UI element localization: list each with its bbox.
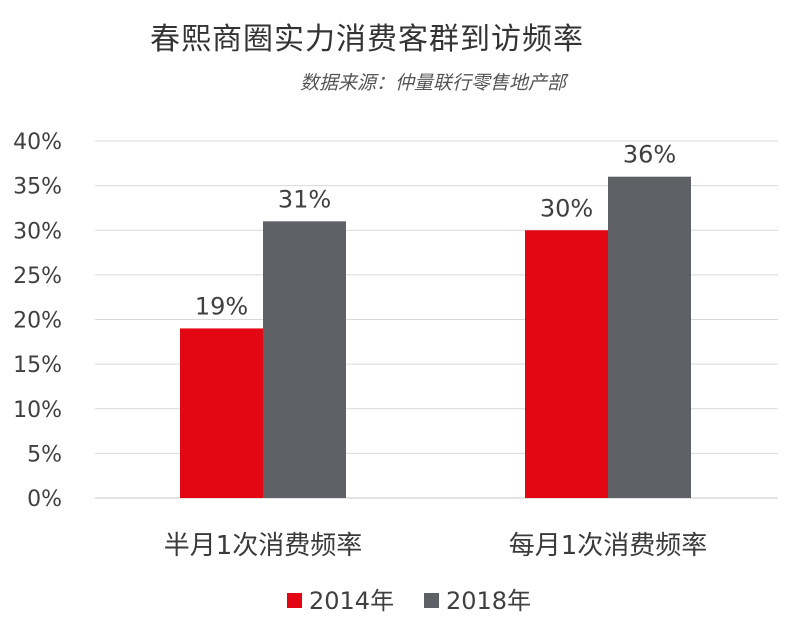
data-label: 30% (540, 194, 593, 222)
y-tick-label: 10% (13, 398, 62, 423)
legend-swatch (424, 593, 439, 608)
x-category-label: 半月1次消费频率 (164, 531, 363, 561)
legend-label: 2014年 (309, 587, 394, 615)
y-tick-label: 5% (27, 442, 62, 467)
bar (608, 176, 691, 498)
data-label: 19% (195, 292, 248, 320)
y-tick-label: 30% (13, 219, 62, 244)
legend-swatch (287, 593, 302, 608)
bar (263, 221, 346, 498)
y-tick-label: 15% (13, 353, 62, 378)
y-tick-label: 20% (13, 309, 62, 334)
bar (525, 230, 608, 498)
data-label: 36% (623, 141, 676, 169)
y-tick-label: 0% (27, 487, 62, 512)
data-label: 31% (278, 185, 331, 213)
bar (180, 328, 263, 498)
chart-title: 春熙商圈实力消费客群到访频率 (150, 22, 584, 57)
y-tick-label: 35% (13, 175, 62, 200)
y-tick-label: 25% (13, 264, 62, 289)
legend-label: 2018年 (446, 587, 531, 615)
x-category-label: 每月1次消费频率 (509, 531, 708, 561)
chart-source: 数据来源：仲量联行零售地产部 (300, 72, 567, 94)
y-tick-label: 40% (13, 130, 62, 155)
